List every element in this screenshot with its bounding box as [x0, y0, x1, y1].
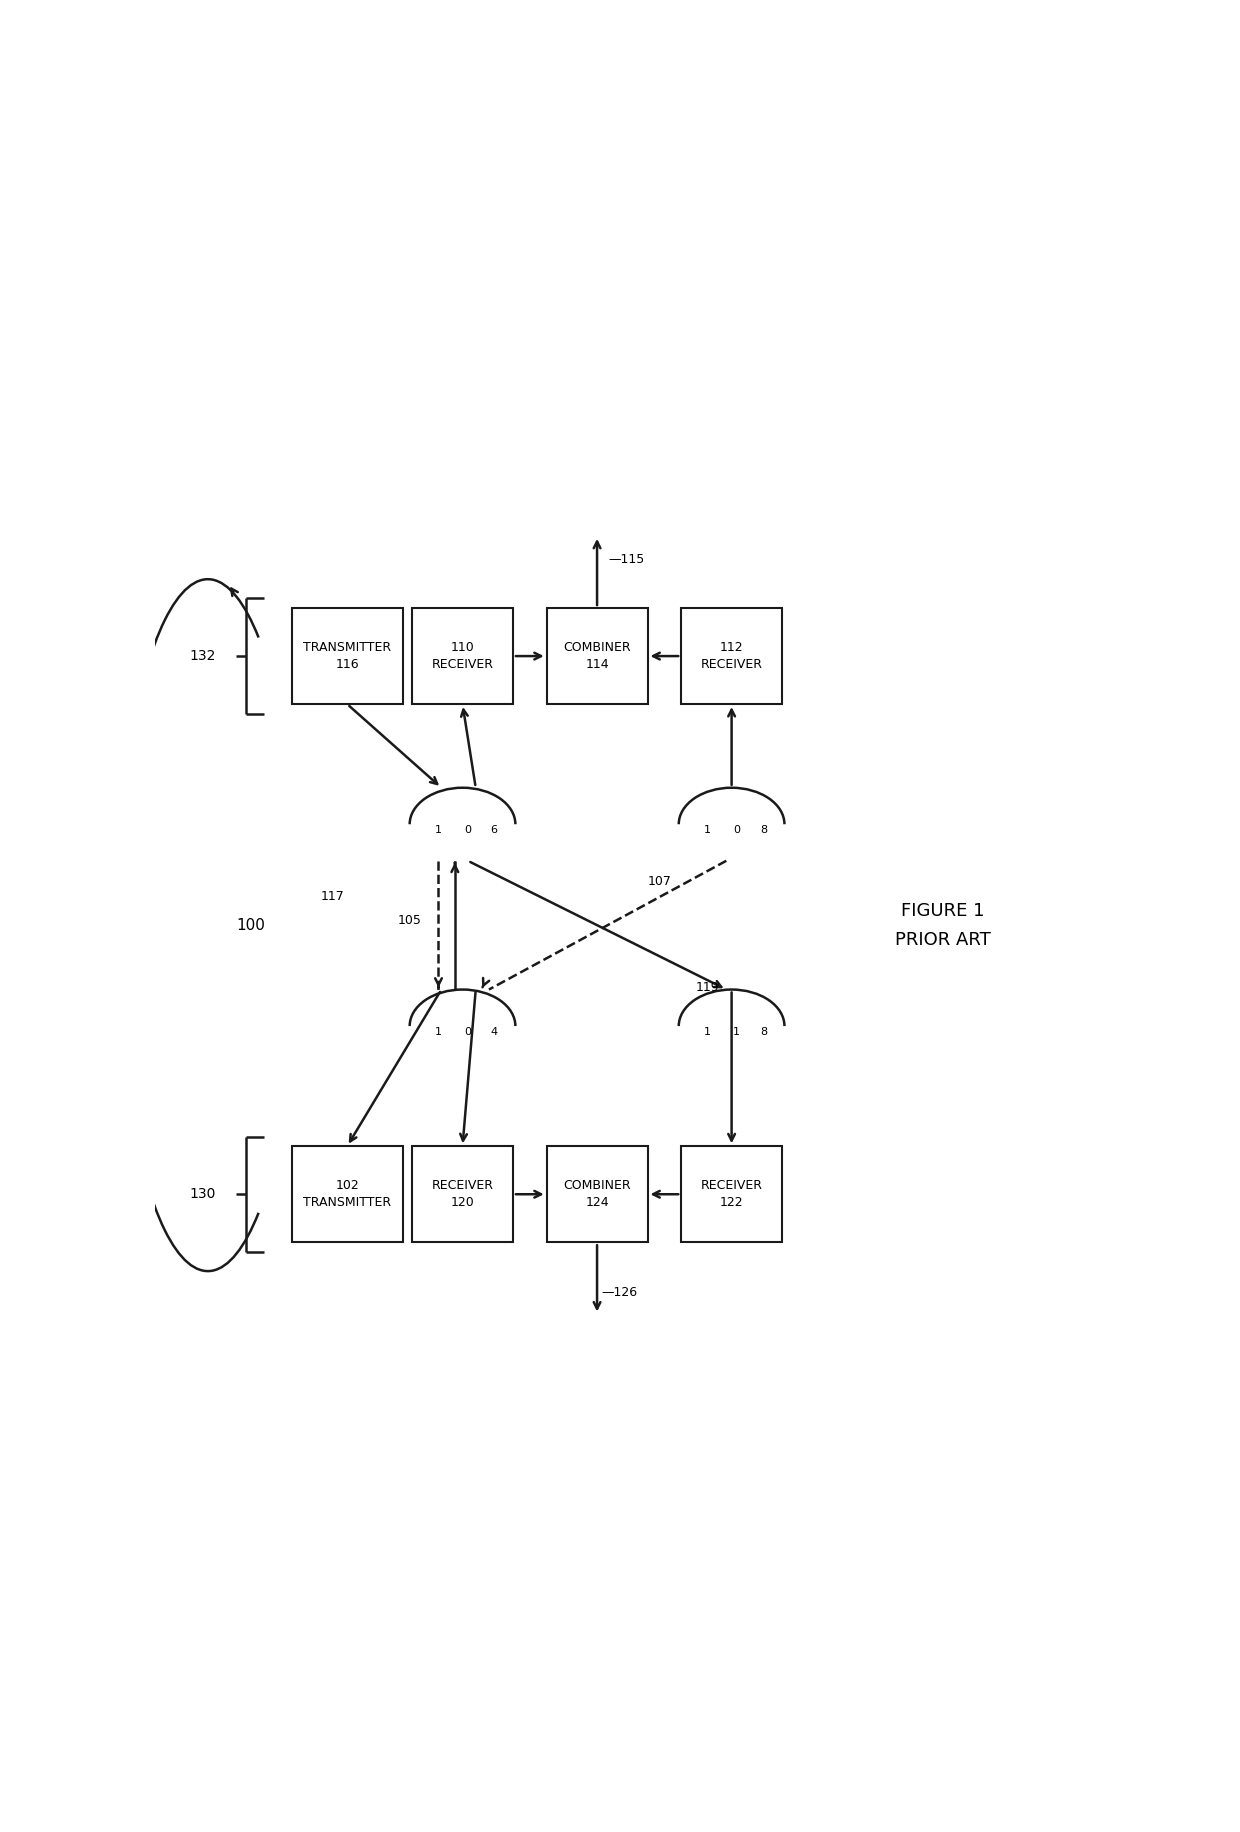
Text: 4: 4 [491, 1026, 497, 1037]
Text: 132: 132 [190, 649, 216, 663]
Bar [412, 1147, 513, 1242]
Bar [547, 608, 647, 703]
Text: 119: 119 [696, 982, 719, 995]
Bar [681, 608, 782, 703]
Text: COMBINER
114: COMBINER 114 [563, 641, 631, 671]
Bar [412, 608, 513, 703]
Text: RECEIVER
122: RECEIVER 122 [701, 1180, 763, 1209]
Text: 1: 1 [704, 1026, 711, 1037]
Text: RECEIVER
120: RECEIVER 120 [432, 1180, 494, 1209]
Text: 112
RECEIVER: 112 RECEIVER [701, 641, 763, 671]
Text: 0: 0 [733, 824, 740, 835]
Text: 105: 105 [398, 914, 422, 927]
Text: 0: 0 [464, 824, 471, 835]
Bar [547, 1147, 647, 1242]
Text: COMBINER
124: COMBINER 124 [563, 1180, 631, 1209]
Text: FIGURE 1
PRIOR ART: FIGURE 1 PRIOR ART [895, 901, 991, 949]
Text: 102
TRANSMITTER: 102 TRANSMITTER [303, 1180, 392, 1209]
Text: 117: 117 [321, 890, 345, 903]
Bar [291, 1147, 403, 1242]
Text: —115: —115 [609, 553, 645, 566]
Text: 6: 6 [491, 824, 497, 835]
Bar [291, 608, 403, 703]
Text: 130: 130 [190, 1187, 216, 1202]
Text: 100: 100 [237, 918, 265, 932]
Text: 1: 1 [733, 1026, 740, 1037]
Text: 8: 8 [760, 1026, 766, 1037]
Text: 1: 1 [704, 824, 711, 835]
Bar [681, 1147, 782, 1242]
Text: 107: 107 [647, 876, 672, 889]
Text: TRANSMITTER
116: TRANSMITTER 116 [303, 641, 392, 671]
Text: 1: 1 [435, 1026, 441, 1037]
Text: 0: 0 [464, 1026, 471, 1037]
Text: 8: 8 [760, 824, 766, 835]
Text: —126: —126 [601, 1286, 639, 1299]
Text: 1: 1 [435, 824, 441, 835]
Text: 110
RECEIVER: 110 RECEIVER [432, 641, 494, 671]
